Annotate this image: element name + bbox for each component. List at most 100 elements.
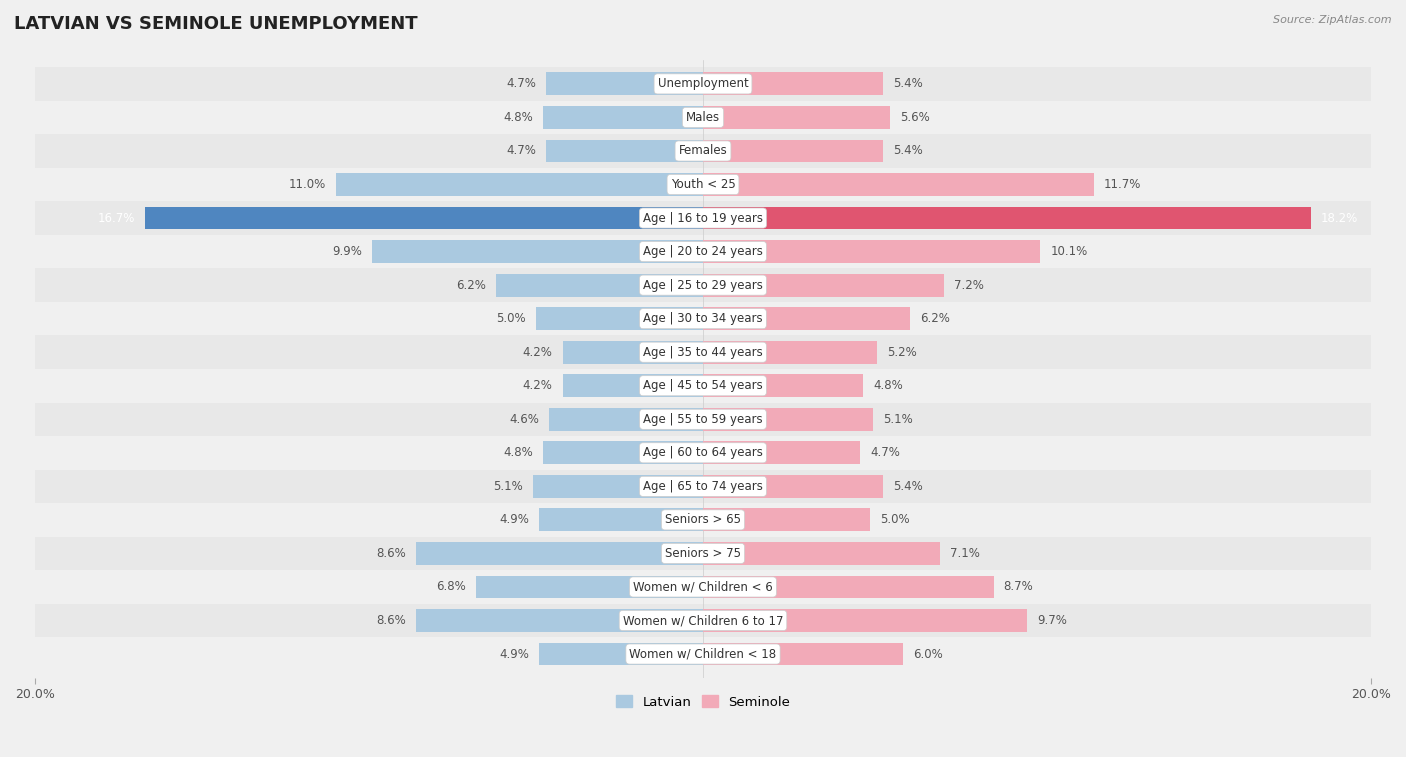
Text: 10.1%: 10.1% xyxy=(1050,245,1088,258)
Bar xyxy=(703,575,994,598)
Bar xyxy=(475,575,703,598)
Text: 6.8%: 6.8% xyxy=(436,581,465,593)
Text: 5.4%: 5.4% xyxy=(893,145,924,157)
FancyBboxPatch shape xyxy=(35,168,1371,201)
Bar xyxy=(703,106,890,129)
Text: 6.0%: 6.0% xyxy=(914,647,943,661)
Bar xyxy=(703,207,1310,229)
Text: 7.1%: 7.1% xyxy=(950,547,980,560)
Text: Women w/ Children < 6: Women w/ Children < 6 xyxy=(633,581,773,593)
Text: 4.7%: 4.7% xyxy=(870,447,900,459)
FancyBboxPatch shape xyxy=(35,302,1371,335)
Text: Age | 45 to 54 years: Age | 45 to 54 years xyxy=(643,379,763,392)
Bar xyxy=(336,173,703,196)
FancyBboxPatch shape xyxy=(35,604,1371,637)
Text: 4.8%: 4.8% xyxy=(873,379,903,392)
Text: 9.9%: 9.9% xyxy=(332,245,363,258)
Text: 5.4%: 5.4% xyxy=(893,480,924,493)
Legend: Latvian, Seminole: Latvian, Seminole xyxy=(610,690,796,714)
Bar xyxy=(703,475,883,498)
Text: Unemployment: Unemployment xyxy=(658,77,748,90)
Bar xyxy=(703,240,1040,263)
FancyBboxPatch shape xyxy=(35,134,1371,168)
Text: 9.7%: 9.7% xyxy=(1038,614,1067,627)
Text: 4.9%: 4.9% xyxy=(499,647,529,661)
Text: 5.6%: 5.6% xyxy=(900,111,929,124)
FancyBboxPatch shape xyxy=(35,369,1371,403)
Bar xyxy=(703,542,941,565)
FancyBboxPatch shape xyxy=(35,469,1371,503)
Bar xyxy=(373,240,703,263)
Bar xyxy=(540,509,703,531)
FancyBboxPatch shape xyxy=(35,101,1371,134)
FancyBboxPatch shape xyxy=(35,403,1371,436)
Text: Source: ZipAtlas.com: Source: ZipAtlas.com xyxy=(1274,15,1392,25)
Text: 5.1%: 5.1% xyxy=(494,480,523,493)
Bar xyxy=(550,408,703,431)
Text: 4.2%: 4.2% xyxy=(523,346,553,359)
Bar xyxy=(546,139,703,162)
Text: Youth < 25: Youth < 25 xyxy=(671,178,735,191)
FancyBboxPatch shape xyxy=(35,637,1371,671)
FancyBboxPatch shape xyxy=(35,67,1371,101)
Bar xyxy=(703,341,877,363)
Text: 5.1%: 5.1% xyxy=(883,413,912,425)
Text: 7.2%: 7.2% xyxy=(953,279,983,291)
Text: Age | 65 to 74 years: Age | 65 to 74 years xyxy=(643,480,763,493)
Text: Women w/ Children 6 to 17: Women w/ Children 6 to 17 xyxy=(623,614,783,627)
Text: 4.2%: 4.2% xyxy=(523,379,553,392)
Text: Age | 20 to 24 years: Age | 20 to 24 years xyxy=(643,245,763,258)
Text: Seniors > 65: Seniors > 65 xyxy=(665,513,741,526)
Text: 5.4%: 5.4% xyxy=(893,77,924,90)
Text: 8.6%: 8.6% xyxy=(375,614,406,627)
Text: 4.7%: 4.7% xyxy=(506,77,536,90)
Text: 5.0%: 5.0% xyxy=(880,513,910,526)
Bar xyxy=(543,441,703,464)
Bar xyxy=(145,207,703,229)
Bar xyxy=(703,408,873,431)
Text: 8.6%: 8.6% xyxy=(375,547,406,560)
Text: Seniors > 75: Seniors > 75 xyxy=(665,547,741,560)
Text: 4.7%: 4.7% xyxy=(506,145,536,157)
FancyBboxPatch shape xyxy=(35,268,1371,302)
Bar xyxy=(562,341,703,363)
Text: Age | 35 to 44 years: Age | 35 to 44 years xyxy=(643,346,763,359)
Bar xyxy=(416,609,703,632)
Text: 16.7%: 16.7% xyxy=(98,211,135,225)
Bar xyxy=(533,475,703,498)
Text: 8.7%: 8.7% xyxy=(1004,581,1033,593)
Bar xyxy=(540,643,703,665)
Bar xyxy=(703,441,860,464)
Text: 4.8%: 4.8% xyxy=(503,111,533,124)
FancyBboxPatch shape xyxy=(35,503,1371,537)
FancyBboxPatch shape xyxy=(35,201,1371,235)
Text: Age | 55 to 59 years: Age | 55 to 59 years xyxy=(643,413,763,425)
Text: Age | 25 to 29 years: Age | 25 to 29 years xyxy=(643,279,763,291)
FancyBboxPatch shape xyxy=(35,436,1371,469)
Bar xyxy=(703,374,863,397)
Bar xyxy=(416,542,703,565)
FancyBboxPatch shape xyxy=(35,537,1371,570)
Text: 11.0%: 11.0% xyxy=(288,178,326,191)
Text: Age | 30 to 34 years: Age | 30 to 34 years xyxy=(643,312,763,326)
Text: 11.7%: 11.7% xyxy=(1104,178,1142,191)
Text: 4.9%: 4.9% xyxy=(499,513,529,526)
Text: 4.6%: 4.6% xyxy=(509,413,540,425)
Text: 4.8%: 4.8% xyxy=(503,447,533,459)
Text: Females: Females xyxy=(679,145,727,157)
Bar xyxy=(543,106,703,129)
Bar xyxy=(703,509,870,531)
Bar xyxy=(703,73,883,95)
Text: LATVIAN VS SEMINOLE UNEMPLOYMENT: LATVIAN VS SEMINOLE UNEMPLOYMENT xyxy=(14,15,418,33)
FancyBboxPatch shape xyxy=(35,570,1371,604)
Text: 6.2%: 6.2% xyxy=(456,279,486,291)
Bar xyxy=(546,73,703,95)
Text: 18.2%: 18.2% xyxy=(1322,211,1358,225)
Bar xyxy=(703,307,910,330)
Text: Women w/ Children < 18: Women w/ Children < 18 xyxy=(630,647,776,661)
Bar xyxy=(496,274,703,297)
Bar xyxy=(703,139,883,162)
Text: 5.2%: 5.2% xyxy=(887,346,917,359)
Text: Males: Males xyxy=(686,111,720,124)
Text: 5.0%: 5.0% xyxy=(496,312,526,326)
